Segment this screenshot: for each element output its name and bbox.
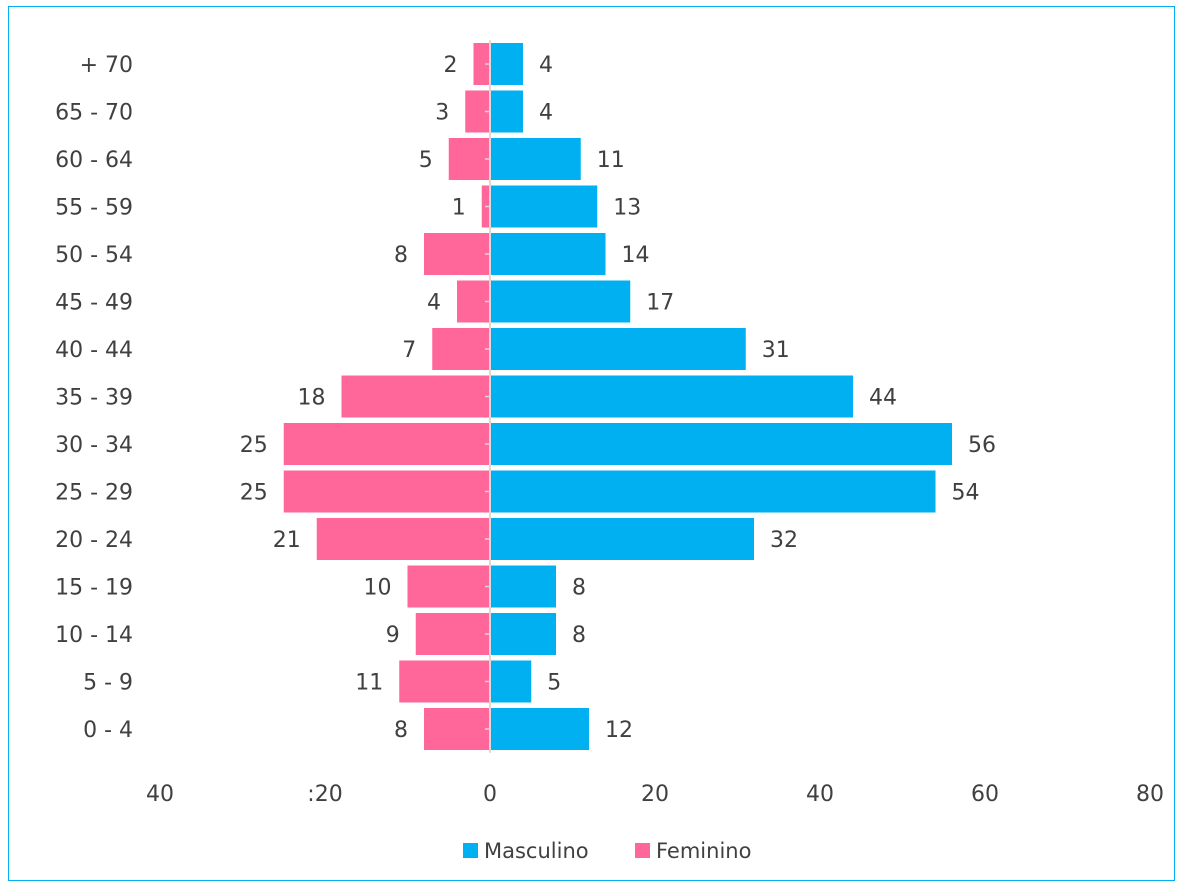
category-label: 55 - 59	[55, 196, 133, 221]
value-label-feminino: 7	[402, 338, 416, 363]
category-label: 20 - 24	[55, 528, 133, 553]
x-axis-ticks: 40 :20 0 20 40 60 80	[146, 782, 1164, 807]
bar-masculino	[490, 90, 523, 133]
legend-swatch	[635, 843, 650, 858]
bar-feminino	[283, 470, 490, 513]
value-label-feminino: 25	[240, 481, 268, 506]
category-label: 65 - 70	[55, 101, 133, 126]
legend-label: Masculino	[484, 839, 589, 863]
legend-swatch	[463, 843, 478, 858]
category-label: 35 - 39	[55, 386, 133, 411]
value-label-feminino: 9	[386, 623, 400, 648]
category-label: 40 - 44	[55, 338, 133, 363]
bar-masculino	[490, 138, 581, 180]
legend-label: Feminino	[656, 839, 751, 863]
category-label: 10 - 14	[55, 623, 133, 648]
value-label-masculino: 44	[869, 386, 897, 411]
bar-feminino	[316, 518, 490, 560]
value-label-masculino: 32	[770, 528, 798, 553]
value-label-masculino: 11	[597, 148, 625, 173]
value-label-masculino: 4	[539, 53, 553, 78]
x-tick-label: 0	[483, 782, 497, 807]
bar-feminino	[424, 233, 490, 275]
category-label: 60 - 64	[55, 148, 133, 173]
x-tick-label: 40	[806, 782, 834, 807]
value-label-feminino: 5	[419, 148, 433, 173]
category-label: 45 - 49	[55, 291, 133, 316]
bar-feminino	[407, 565, 490, 608]
category-label: 0 - 4	[83, 718, 133, 743]
category-label: 5 - 9	[83, 671, 133, 696]
category-label: 30 - 34	[55, 433, 133, 458]
bar-masculino	[490, 233, 606, 275]
bar-masculino	[490, 565, 556, 608]
legend: Masculino Feminino	[463, 839, 751, 863]
value-label-feminino: 8	[394, 718, 408, 743]
bar-feminino	[432, 328, 490, 370]
category-label: 15 - 19	[55, 576, 133, 601]
x-tick-label: 60	[971, 782, 999, 807]
value-label-feminino: 25	[240, 433, 268, 458]
category-labels: + 70 65 - 70 60 - 64 55 - 59 50 - 54 45 - 49 4…	[55, 53, 133, 743]
x-tick-label: :20	[307, 782, 342, 807]
bar-masculino	[490, 43, 523, 85]
value-label-masculino: 5	[547, 671, 561, 696]
value-label-feminino: 1	[452, 196, 466, 221]
bar-masculino	[490, 328, 746, 370]
value-label-masculino: 12	[605, 718, 633, 743]
bar-masculino	[490, 423, 952, 465]
bar-feminino	[399, 660, 490, 703]
x-tick-label: 40	[146, 782, 174, 807]
bar-feminino	[341, 375, 490, 418]
value-label-masculino: 4	[539, 101, 553, 126]
x-tick-label: 80	[1136, 782, 1164, 807]
bar-feminino	[283, 423, 490, 465]
value-label-masculino: 17	[646, 291, 674, 316]
value-label-feminino: 8	[394, 243, 408, 268]
bar-masculino	[490, 708, 589, 750]
bar-feminino	[473, 43, 490, 85]
value-label-masculino: 14	[622, 243, 650, 268]
value-label-feminino: 4	[427, 291, 441, 316]
value-label-masculino: 8	[572, 576, 586, 601]
value-label-masculino: 31	[762, 338, 790, 363]
value-label-masculino: 54	[952, 481, 980, 506]
bar-feminino	[457, 280, 490, 323]
category-label: 50 - 54	[55, 243, 133, 268]
value-label-masculino: 8	[572, 623, 586, 648]
bar-masculino	[490, 613, 556, 655]
bar-masculino	[490, 185, 598, 228]
bar-masculino	[490, 660, 532, 703]
value-label-feminino: 10	[364, 576, 392, 601]
value-label-feminino: 2	[444, 53, 458, 78]
category-label: + 70	[80, 53, 133, 78]
bar-masculino	[490, 470, 936, 513]
category-label: 25 - 29	[55, 481, 133, 506]
value-label-feminino: 11	[355, 671, 383, 696]
bar-feminino	[448, 138, 490, 180]
value-label-feminino: 21	[273, 528, 301, 553]
value-label-masculino: 56	[968, 433, 996, 458]
bar-masculino	[490, 518, 754, 560]
value-label-feminino: 3	[435, 101, 449, 126]
bar-feminino	[415, 613, 490, 655]
bar-masculino	[490, 375, 853, 418]
x-tick-label: 20	[641, 782, 669, 807]
bar-masculino	[490, 280, 631, 323]
bar-feminino	[424, 708, 490, 750]
value-label-feminino: 18	[298, 386, 326, 411]
value-label-masculino: 13	[613, 196, 641, 221]
